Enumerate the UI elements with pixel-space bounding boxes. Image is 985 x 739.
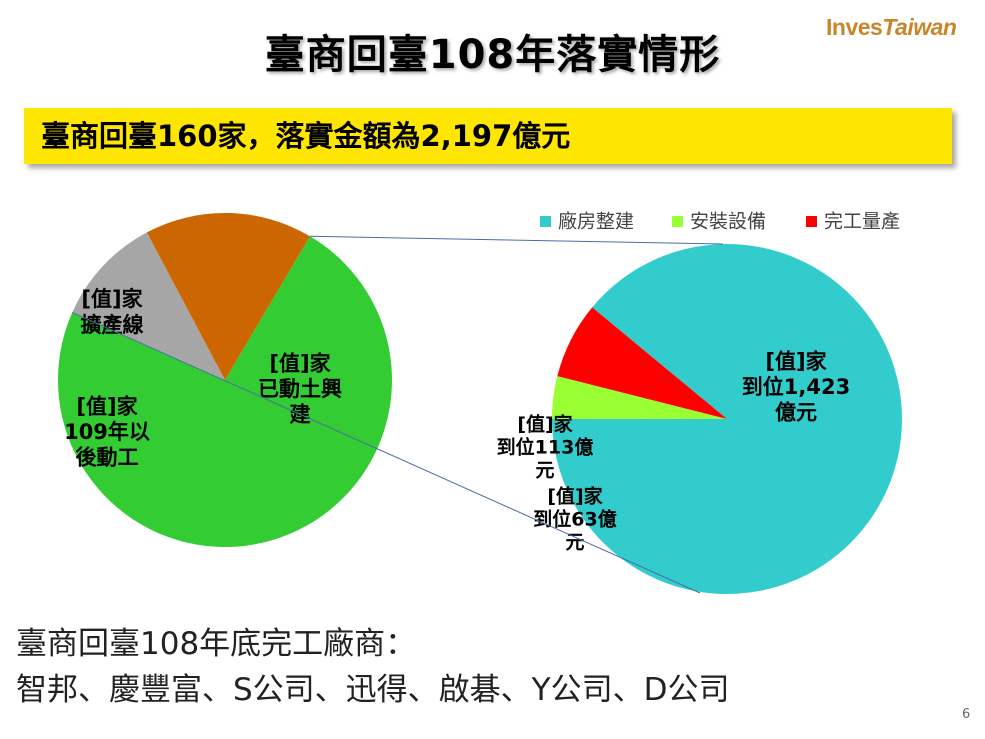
left-label-started-line-2: 已動土興: [258, 377, 342, 401]
legend-swatch-1: [540, 216, 551, 227]
left-label-expand-line-1: [值]家: [81, 287, 143, 311]
right-label-renovation-line-1: [值]家: [765, 349, 827, 373]
right-pie-slice-equipment-install: [552, 376, 727, 419]
footer-heading: 臺商回臺108年底完工廠商：: [16, 626, 417, 662]
left-pie-slice-expand-line: [146, 213, 311, 380]
left-pie-slice-start-after-109: [72, 232, 225, 380]
left-label-started-line-1: [值]家: [269, 351, 331, 375]
right-label-production-line-1: [值]家: [517, 412, 573, 435]
right-pie-slice-factory-renovation: [552, 244, 902, 595]
right-pie-slice-mass-production: [557, 307, 727, 419]
right-label-renovation-line-3: 億元: [775, 401, 817, 425]
legend-label-3: 完工量產: [824, 211, 900, 233]
legend-label-2: 安裝設備: [690, 211, 766, 233]
slide-title: 臺商回臺108年落實情形: [264, 32, 721, 78]
legend-label-1: 廠房整建: [558, 210, 634, 233]
right-label-equipment-line-3: 元: [565, 532, 584, 554]
left-label-expand-line-2: 擴產線: [81, 313, 144, 337]
connector-line-top: [310, 235, 724, 245]
right-label-production-line-2: 到位113億: [497, 436, 594, 459]
investaiwan-logo: InvesTaiwan: [826, 14, 976, 46]
right-label-equipment-line-2: 到位63億: [533, 508, 616, 531]
right-label-equipment-line-1: [值]家: [547, 484, 603, 507]
left-pie-slice-started-construction: [58, 236, 392, 547]
left-label-after-109-line-3: 後動工: [76, 446, 139, 470]
left-label-after-109-line-1: [值]家: [76, 394, 138, 418]
left-label-after-109-line-2: 109年以: [64, 420, 150, 444]
footer-companies: 智邦、慶豐富、S公司、迅得、啟碁、Y公司、D公司: [16, 672, 730, 708]
logo-accent: Taiwan: [882, 14, 957, 40]
summary-banner: 臺商回臺160家，落實金額為2,197億元: [24, 108, 952, 164]
right-label-production-line-3: 元: [535, 460, 554, 482]
connector-line-bottom: [72, 312, 701, 594]
right-label-renovation-line-2: 到位1,423: [742, 375, 850, 399]
page-number: 6: [962, 707, 971, 722]
logo-main: Inves: [826, 14, 883, 40]
legend-swatch-2: [672, 216, 683, 227]
legend-swatch-3: [806, 216, 817, 227]
